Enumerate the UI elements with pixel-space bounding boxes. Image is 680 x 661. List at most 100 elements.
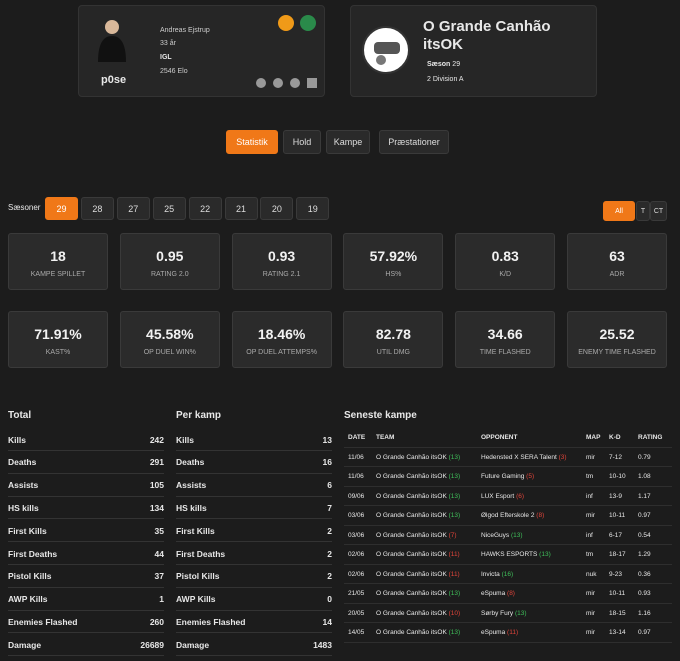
stat-name: Kills — [8, 434, 26, 445]
stat-number: 37 — [154, 571, 164, 582]
season-button[interactable]: 20 — [260, 197, 294, 220]
stat-row: Enemies Flashed 260 — [8, 611, 164, 634]
team-score: (10) — [448, 609, 461, 617]
season-button[interactable]: 19 — [296, 197, 330, 220]
season-button[interactable]: 22 — [188, 197, 222, 220]
season-button[interactable]: 27 — [116, 197, 150, 220]
nickname: p0se — [101, 74, 127, 86]
stat-name: First Kills — [176, 525, 215, 536]
match-kd: 13-9 — [609, 492, 623, 500]
opponent-name: Sørby Fury — [481, 609, 514, 617]
stat-name: Pistol Kills — [8, 571, 52, 582]
stat-number: 260 — [149, 616, 164, 627]
stat-value: 18 — [50, 248, 66, 264]
stat-name: Enemies Flashed — [176, 616, 246, 627]
stat-label: UTIL DMG — [376, 349, 410, 356]
opponent-cell: NiceGuys (13) — [481, 532, 523, 539]
stat-name: Enemies Flashed — [8, 616, 78, 627]
stat-row: Deaths 291 — [8, 452, 164, 474]
team-logo — [362, 26, 410, 74]
match-kd: 7-12 — [609, 453, 623, 461]
season-button[interactable]: 21 — [224, 197, 258, 220]
stat-label: ENEMY TIME FLASHED — [578, 349, 656, 356]
opponent-name: LUX Esport — [481, 492, 515, 500]
stat-number: 1 — [159, 594, 164, 605]
match-date: 20/05 — [348, 609, 365, 617]
column-header: DATE — [348, 434, 366, 441]
seasons-label: Sæsoner — [8, 203, 41, 212]
team-name: O Grande Canhão itsOK — [376, 551, 447, 558]
side-filter[interactable]: All — [603, 201, 635, 221]
side-filter[interactable]: CT — [650, 201, 667, 221]
full-name: Andreas Ejstrup — [160, 27, 210, 34]
stat-card: 45.58% OP DUEL WIN% — [119, 311, 220, 368]
opponent-cell: eSpuma (11) — [481, 629, 518, 636]
match-date: 02/06 — [348, 551, 365, 558]
tab[interactable]: Statistik — [226, 130, 278, 154]
stat-card: 0.83 K/D — [455, 233, 556, 290]
stat-row: Kills 242 — [8, 429, 164, 451]
team-name: O Grande Canhão itsOK — [376, 531, 447, 539]
stat-number: 242 — [149, 434, 164, 445]
team-score: (13) — [448, 629, 461, 636]
match-date: 21/05 — [348, 590, 365, 597]
stat-name: Deaths — [176, 457, 205, 468]
team-score: (13) — [448, 492, 461, 500]
match-row: 11/06 O Grande Canhão itsOK (13) Hedensted… — [344, 448, 672, 467]
tab[interactable]: Kampe — [326, 130, 370, 154]
match-kd: 6-17 — [609, 531, 623, 539]
match-kd: 18-15 — [609, 609, 626, 617]
opponent-cell: LUX Esport (6) — [481, 493, 524, 500]
match-date: 11/06 — [348, 473, 364, 480]
stat-value: 34.66 — [487, 326, 523, 342]
match-rating: 1.16 — [638, 609, 651, 617]
column-header: OPPONENT — [481, 434, 518, 441]
stat-value: 57.92% — [369, 248, 418, 264]
season-button[interactable]: 29 — [45, 197, 78, 220]
season-button[interactable]: 28 — [80, 197, 114, 220]
stat-number: 2 — [327, 548, 332, 559]
team-name: O Grande Canhão itsOK — [376, 609, 447, 617]
opponent-cell: Ølgod Efterskole 2 (8) — [481, 512, 544, 519]
stat-card: 0.93 RATING 2.1 — [231, 233, 332, 290]
stat-label: OP DUEL WIN% — [143, 349, 196, 356]
match-map: mir — [586, 609, 596, 617]
match-date: 11/06 — [348, 453, 364, 461]
social-icons[interactable] — [254, 76, 322, 90]
side-filter[interactable]: T — [636, 201, 650, 221]
team-name: O Grande Canhão itsOK — [376, 473, 447, 480]
elo: 2546 Elo — [160, 68, 188, 75]
match-kd: 10-10 — [609, 473, 626, 480]
stat-name: AWP Kills — [8, 594, 48, 605]
opponent-score: (3) — [558, 453, 567, 461]
match-rating: 1.08 — [638, 473, 651, 480]
stat-label: KAST% — [45, 349, 71, 356]
opponent-cell: Future Gaming (5) — [481, 473, 534, 480]
stat-row: HS kills 134 — [8, 497, 164, 520]
stat-label: KAMPE SPILLET — [30, 271, 86, 278]
match-date: 09/06 — [348, 492, 365, 500]
tab[interactable]: Præstationer — [379, 130, 449, 154]
stat-name: HS kills — [8, 502, 39, 513]
opponent-name: Ølgod Efterskole 2 — [481, 512, 535, 519]
stat-name: Pistol Kills — [176, 571, 220, 582]
stat-label: RATING 2.1 — [262, 271, 301, 278]
match-kd: 18-17 — [609, 551, 626, 558]
match-row: 02/06 O Grande Canhão itsOK (11) HAWKS ESP… — [344, 545, 672, 565]
stat-number: 44 — [154, 548, 164, 559]
match-map: nuk — [586, 570, 597, 578]
stat-row: Kills 13 — [176, 429, 332, 451]
badges — [278, 15, 316, 31]
opponent-cell: Sørby Fury (13) — [481, 610, 527, 617]
opponent-name: eSpuma — [481, 590, 506, 597]
stat-label: TIME FLASHED — [479, 349, 531, 356]
match-map: tm — [586, 551, 594, 558]
match-map: mir — [586, 629, 596, 636]
stat-card: 34.66 TIME FLASHED — [455, 311, 556, 368]
team-score: (7) — [448, 531, 457, 539]
stat-number: 105 — [149, 480, 164, 491]
team-cell: O Grande Canhão itsOK (13) — [376, 454, 460, 461]
tab[interactable]: Hold — [283, 130, 321, 154]
season-button[interactable]: 25 — [152, 197, 186, 220]
stat-label: K/D — [499, 271, 512, 278]
